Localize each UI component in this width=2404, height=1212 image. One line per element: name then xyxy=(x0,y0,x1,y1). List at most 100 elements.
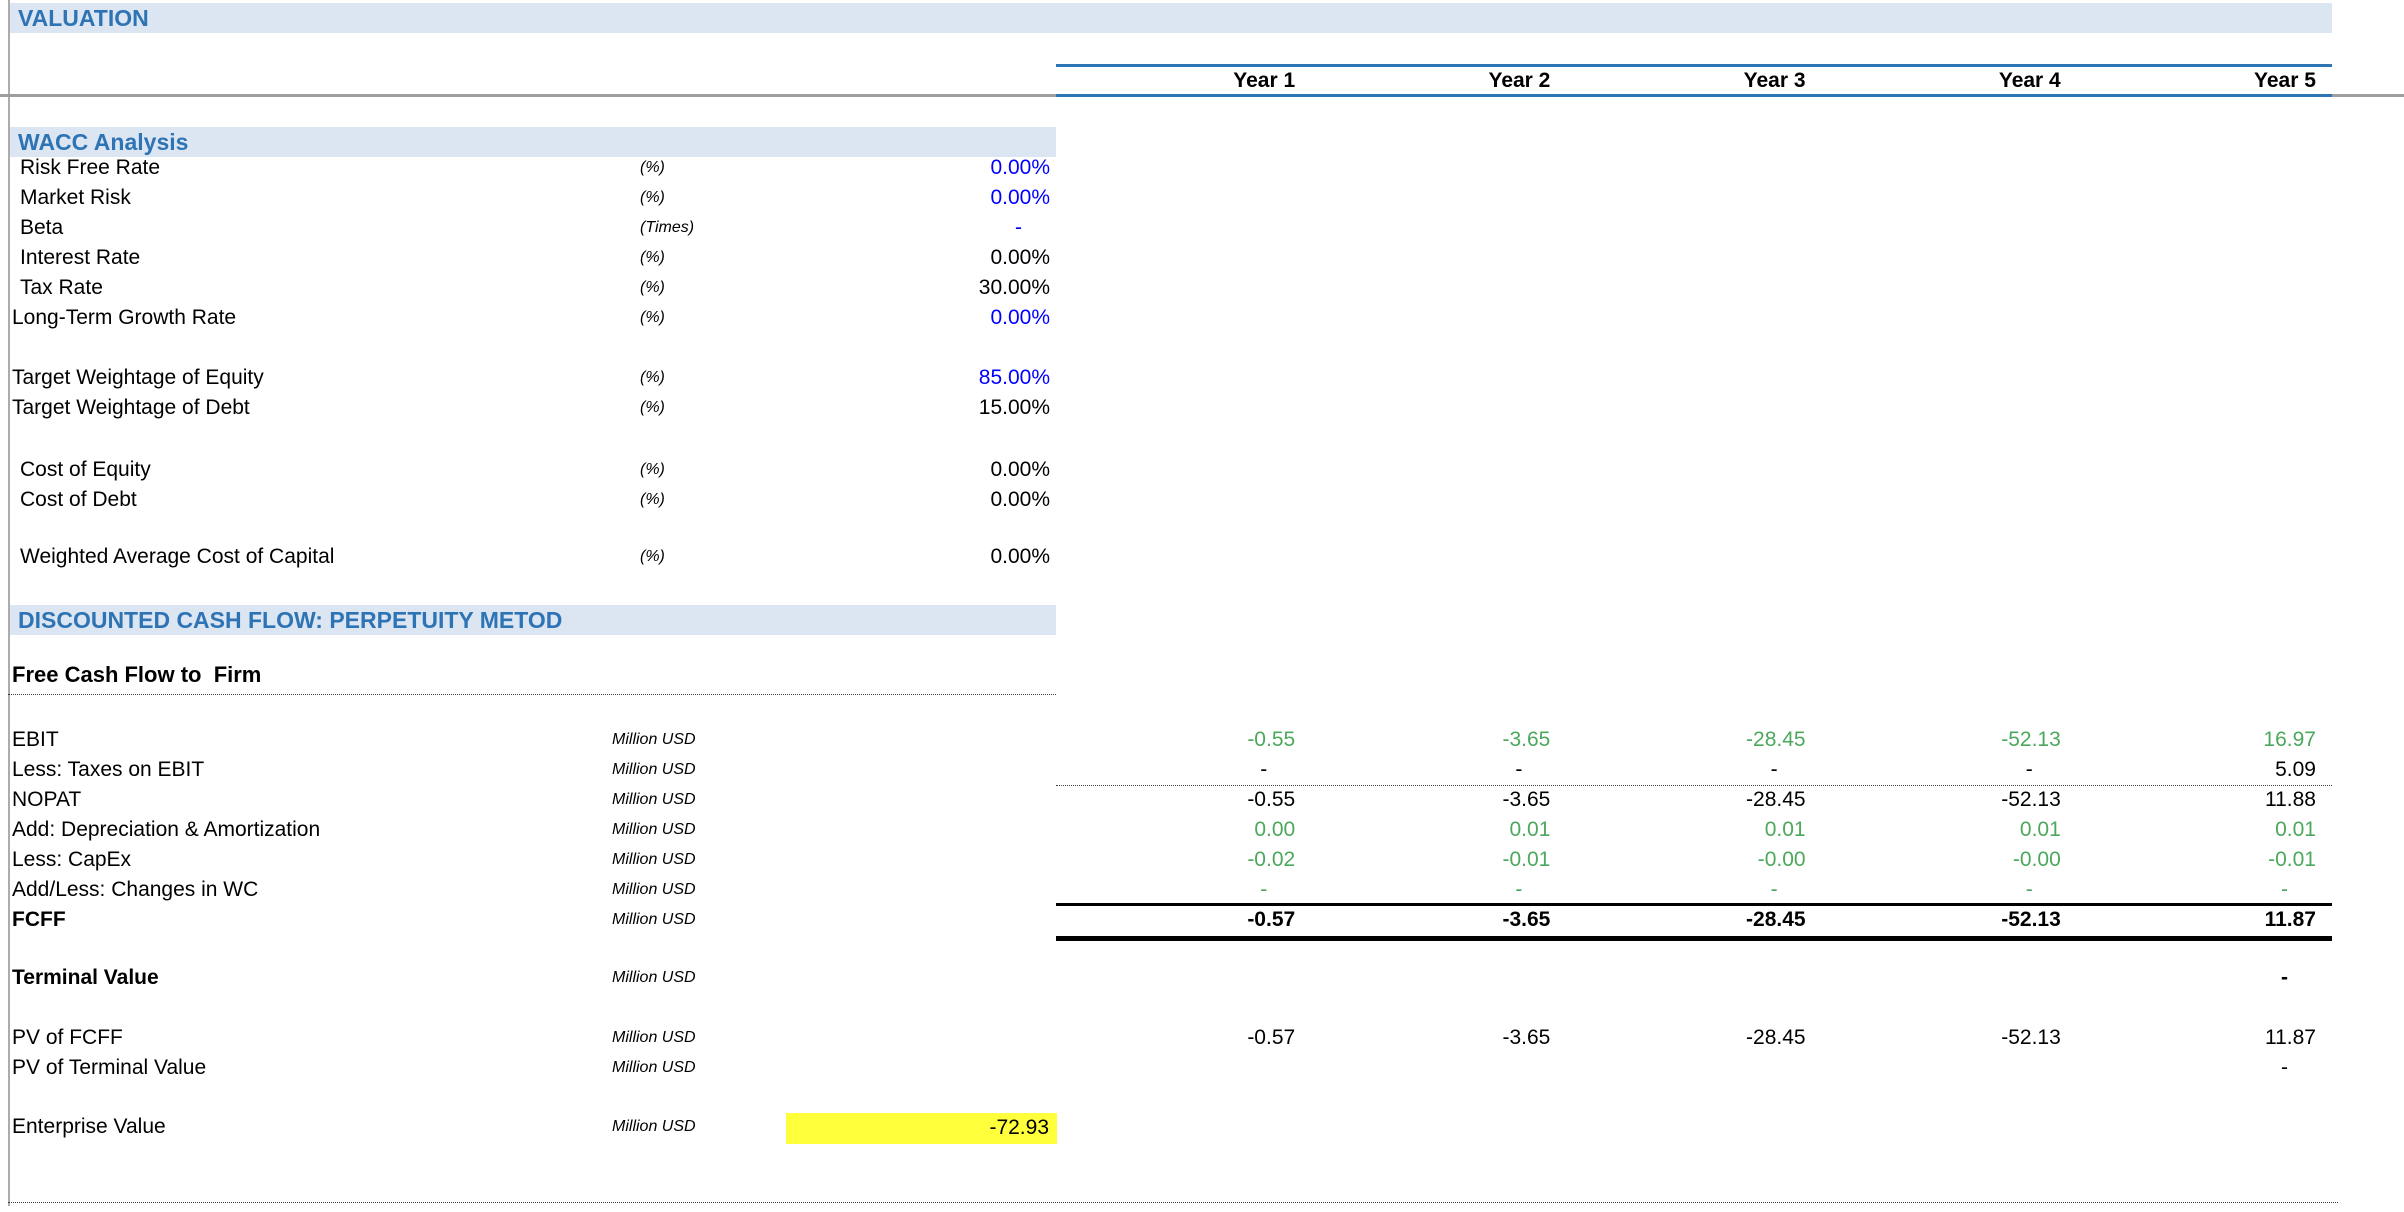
pv-row-value-cell[interactable] xyxy=(1566,1053,1821,1083)
value-cell[interactable]: 0.00% xyxy=(990,458,1050,481)
terminal-row-value-cell[interactable] xyxy=(1311,963,1566,993)
flow-row-value-cell[interactable]: - xyxy=(1515,878,1523,901)
flow-row-value-cell[interactable]: 0.01 xyxy=(1764,818,1806,841)
value-cell[interactable]: 0.00% xyxy=(990,186,1050,209)
flow-row-value-cell[interactable]: -0.01 xyxy=(2268,848,2316,871)
row-label: Long-Term Growth Rate xyxy=(12,306,237,329)
pv-row-value-cell[interactable]: -0.57 xyxy=(1247,1026,1296,1049)
terminal-row-value-cell[interactable]: - xyxy=(2280,966,2288,989)
flow-row-value-cell[interactable]: 0.00 xyxy=(1254,818,1296,841)
year-col-header: Year 5 xyxy=(2254,69,2316,92)
flow-row-value-cell[interactable]: - xyxy=(2025,878,2033,901)
terminal-row-value-cell[interactable] xyxy=(1056,963,1311,993)
value-cell[interactable]: 0.00% xyxy=(990,545,1050,568)
value-cell[interactable]: 0.00% xyxy=(990,156,1050,179)
flow-row-value-cell[interactable]: 0.01 xyxy=(2275,818,2316,841)
flow-row-value-cell[interactable]: 16.97 xyxy=(2263,728,2316,751)
year-col-header: Year 2 xyxy=(1488,69,1551,92)
row-label: Terminal Value xyxy=(12,966,159,989)
unit-label: (%) xyxy=(640,548,665,565)
unit-label: Million USD xyxy=(612,911,696,928)
unit-label: (%) xyxy=(640,461,665,478)
flow-row-value-cell[interactable]: 0.01 xyxy=(2019,818,2061,841)
value-cell[interactable]: 15.00% xyxy=(978,396,1050,419)
flow-row-value-cell[interactable]: -52.13 xyxy=(2001,908,2061,931)
pv-row-value-cell[interactable]: - xyxy=(2280,1056,2288,1079)
row-label: Enterprise Value xyxy=(12,1115,166,1138)
value-cell[interactable]: 85.00% xyxy=(978,366,1050,389)
unit-label: Million USD xyxy=(612,761,696,778)
flow-row-value-cell[interactable]: 11.88 xyxy=(2264,788,2316,811)
enterprise-value-cell[interactable]: -72.93 xyxy=(786,1113,1057,1144)
flow-row-value-cell[interactable]: 5.09 xyxy=(2275,758,2316,781)
row-label: PV of Terminal Value xyxy=(12,1056,207,1079)
flow-row-value-cell[interactable]: -0.57 xyxy=(1247,908,1296,931)
value-cell[interactable]: 0.00% xyxy=(990,246,1050,269)
fcff-top-border xyxy=(1056,903,2332,906)
terminal-row-value-cell[interactable] xyxy=(1566,963,1821,993)
pv-row-value-cell[interactable] xyxy=(1822,1053,2077,1083)
pv-row-value-cell[interactable]: -28.45 xyxy=(1746,1026,1806,1049)
unit-label: Million USD xyxy=(612,1029,696,1046)
row-label: Market Risk xyxy=(20,186,131,209)
flow-row-value-cell[interactable]: -28.45 xyxy=(1746,908,1806,931)
flow-row-value-cell[interactable]: -28.45 xyxy=(1746,788,1806,811)
flow-row-value-cell[interactable]: -3.65 xyxy=(1502,908,1551,931)
flow-row-value-cell[interactable]: - xyxy=(2025,758,2033,781)
dcf-section-bar: DISCOUNTED CASH FLOW: PERPETUITY METOD xyxy=(10,605,1056,635)
row-label: Target Weightage of Debt xyxy=(12,396,250,419)
flow-row-value-cell[interactable]: -3.65 xyxy=(1502,788,1551,811)
pv-row-value-cell[interactable]: -52.13 xyxy=(2001,1026,2061,1049)
year-col-header: Year 4 xyxy=(1998,69,2061,92)
row-label: Cost of Debt xyxy=(20,488,137,511)
value-cell[interactable]: 30.00% xyxy=(978,276,1050,299)
year-header-band: Year 1 Year 2 Year 3 Year 4 Year 5 xyxy=(1056,64,2332,97)
pv-row-value-cell[interactable] xyxy=(1311,1053,1566,1083)
pv-row-value-cell[interactable]: 11.87 xyxy=(2264,1026,2316,1049)
pv-row-value-cell[interactable]: -3.65 xyxy=(1502,1026,1551,1049)
row-label: EBIT xyxy=(12,728,59,751)
terminal-row-value-cell[interactable] xyxy=(1822,963,2077,993)
flow-row-value-cell[interactable]: -52.13 xyxy=(2001,728,2061,751)
flow-row-value-cell[interactable]: -28.45 xyxy=(1746,728,1806,751)
year-col-header: Year 3 xyxy=(1743,69,1806,92)
flow-row-value-cell[interactable]: - xyxy=(1260,758,1268,781)
row-label: Beta xyxy=(20,216,64,239)
row-label: Interest Rate xyxy=(20,246,141,269)
flow-row-value-cell[interactable]: - xyxy=(2280,878,2288,901)
pv-row-value-cell[interactable] xyxy=(1056,1053,1311,1083)
flow-row-value-cell[interactable]: - xyxy=(1770,878,1778,901)
unit-label: (%) xyxy=(640,309,665,326)
value-cell[interactable]: - xyxy=(1015,216,1022,239)
flow-row-value-cell[interactable]: -0.00 xyxy=(2012,848,2061,871)
dcf-section-title: DISCOUNTED CASH FLOW: PERPETUITY METOD xyxy=(18,607,563,633)
row-label: Cost of Equity xyxy=(20,458,151,481)
fcff-subheader: Free Cash Flow to Firm xyxy=(12,662,262,687)
flow-row-value-cell[interactable]: - xyxy=(1515,758,1523,781)
flow-row-value-cell[interactable]: -0.00 xyxy=(1757,848,1806,871)
flow-row-value-cell[interactable]: -0.55 xyxy=(1247,728,1296,751)
unit-label: (Times) xyxy=(640,219,695,236)
unit-label: Million USD xyxy=(612,821,696,838)
flow-row-value-cell[interactable]: - xyxy=(1770,758,1778,781)
unit-label: Million USD xyxy=(612,1118,696,1135)
flow-row-value-cell[interactable]: -52.13 xyxy=(2001,788,2061,811)
sheet-left-gridline xyxy=(8,0,10,1206)
flow-row-value-cell[interactable]: -0.55 xyxy=(1247,788,1296,811)
row-label: FCFF xyxy=(12,908,66,931)
flow-row-value-cell[interactable]: -3.65 xyxy=(1502,728,1551,751)
flow-row-value-cell[interactable]: -0.02 xyxy=(1247,848,1296,871)
wacc-section-bar: WACC Analysis xyxy=(10,127,1056,157)
unit-label: (%) xyxy=(640,399,665,416)
flow-row-value-cell[interactable]: -0.01 xyxy=(1502,848,1551,871)
nopat-top-hairline xyxy=(1056,785,2332,786)
flow-row-value-cell[interactable]: 11.87 xyxy=(2264,908,2316,931)
fcff-bottom-border xyxy=(1056,936,2332,941)
flow-row-value-cell[interactable]: - xyxy=(1260,878,1268,901)
flow-row-value-cell[interactable]: 0.01 xyxy=(1509,818,1551,841)
value-cell[interactable]: 0.00% xyxy=(990,306,1050,329)
row-label: Less: CapEx xyxy=(12,848,132,871)
fcff-subheader-underline xyxy=(8,694,1056,695)
value-cell[interactable]: 0.00% xyxy=(990,488,1050,511)
